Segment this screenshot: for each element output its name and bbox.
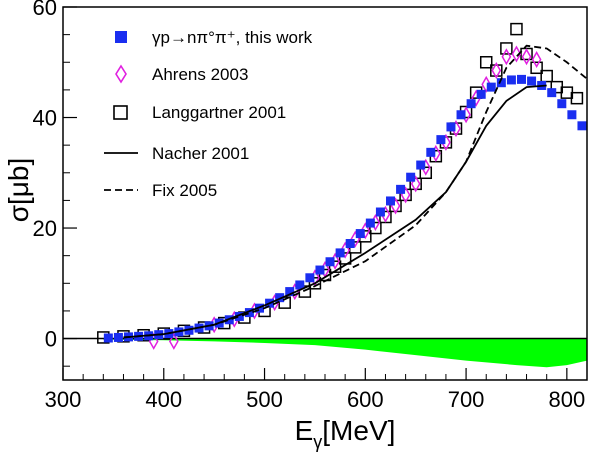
this-work-point <box>103 333 113 343</box>
this-work-point <box>547 88 557 98</box>
ahrens-point <box>521 48 532 66</box>
langgartner-point <box>338 252 352 265</box>
legend-item-this-work: γp→nπ°π⁺, this work <box>115 28 313 47</box>
langgartner-point <box>308 277 322 290</box>
langgartner-point <box>419 166 433 180</box>
x-tick-label: 300 <box>45 387 82 412</box>
this-work-point <box>396 184 406 194</box>
this-work-point <box>557 99 567 109</box>
legend-marker-open-diamond <box>115 64 127 84</box>
this-work-point <box>567 110 577 120</box>
legend-label-fix: Fix 2005 <box>152 181 217 200</box>
y-tick-label: 20 <box>33 216 57 241</box>
fix-2005-curve <box>123 44 588 339</box>
y-tick-label: 0 <box>45 327 57 352</box>
langgartner-point <box>570 91 584 105</box>
this-work-point <box>506 75 516 85</box>
this-work-point <box>244 308 254 318</box>
legend-item-fix: Fix 2005 <box>104 181 217 200</box>
x-tick-label: 700 <box>448 387 485 412</box>
x-axis-title-subscript: γ <box>313 432 322 452</box>
langgartner-point <box>369 221 382 235</box>
this-work-point <box>577 121 587 131</box>
this-work-point <box>113 332 123 342</box>
ahrens-point <box>168 332 179 350</box>
legend-label-ahrens: Ahrens 2003 <box>152 65 248 84</box>
ahrens-point <box>531 50 542 69</box>
this-work-point <box>285 287 295 297</box>
this-work-point <box>325 257 335 267</box>
this-work-point <box>517 74 526 84</box>
this-work-point <box>486 82 496 92</box>
legend-item-ahrens: Ahrens 2003 <box>115 64 248 84</box>
plot-area <box>63 22 588 368</box>
this-work-point <box>466 99 476 109</box>
y-tick-label: 60 <box>33 0 57 20</box>
legend-label-nacher: Nacher 2001 <box>152 144 249 163</box>
this-work-point <box>234 311 244 321</box>
this-work-point <box>305 273 315 283</box>
langgartner-point <box>479 56 493 69</box>
langgartner-point <box>500 42 513 55</box>
this-work-point <box>496 78 506 88</box>
this-work-point <box>527 76 537 86</box>
y-axis-title: σ[μb] <box>3 158 34 223</box>
this-work-point <box>275 293 285 303</box>
this-work-point <box>335 248 345 258</box>
legend-marker-filled-square <box>115 31 127 43</box>
x-axis-title-main: E <box>295 415 314 446</box>
langgartner-point <box>530 61 543 75</box>
legend-marker-open-square <box>113 105 128 120</box>
legend-item-langgartner: Langgartner 2001 <box>113 103 286 122</box>
this-work-point <box>345 239 355 249</box>
this-work-point <box>426 147 436 157</box>
this-work-point <box>446 122 456 132</box>
ahrens-point <box>481 75 492 93</box>
systematic-error-band <box>103 338 588 368</box>
nacher-2001-curve <box>123 84 547 339</box>
legend-label-this-work: γp→nπ°π⁺, this work <box>152 28 313 47</box>
langgartner-point <box>540 69 553 83</box>
this-work-point <box>456 110 466 120</box>
this-work-point <box>386 196 395 206</box>
ahrens-point <box>511 45 522 63</box>
this-work-point <box>295 280 305 290</box>
y-tick-label: 40 <box>33 106 57 131</box>
this-work-point <box>365 218 375 228</box>
plot-frame <box>62 6 588 381</box>
x-tick-label: 400 <box>145 387 182 412</box>
this-work-point <box>476 89 486 99</box>
ahrens-point <box>491 62 502 80</box>
x-tick-label: 500 <box>246 387 283 412</box>
langgartner-point <box>328 260 342 273</box>
ahrens-point <box>501 48 512 66</box>
x-axis-title: Eγ[MeV] <box>295 415 396 452</box>
this-work-point <box>355 229 365 239</box>
legend-item-nacher: Nacher 2001 <box>104 144 249 163</box>
this-work-point <box>406 172 416 182</box>
ahrens-point <box>360 222 371 240</box>
this-work-point <box>375 207 385 217</box>
this-work-point <box>315 265 325 275</box>
x-tick-label: 800 <box>548 387 585 412</box>
this-work-point <box>416 160 426 170</box>
x-axis: 300 400 500 600 700 800 <box>45 368 585 412</box>
x-axis-title-unit: [MeV] <box>322 415 395 446</box>
legend-label-langgartner: Langgartner 2001 <box>152 103 286 122</box>
legend: γp→nπ°π⁺, this work Ahrens 2003 Langgart… <box>104 28 313 200</box>
this-work-point <box>436 135 446 145</box>
x-tick-label: 600 <box>347 387 384 412</box>
langgartner-point <box>510 22 523 36</box>
y-axis: 0 20 40 60 <box>33 0 77 367</box>
